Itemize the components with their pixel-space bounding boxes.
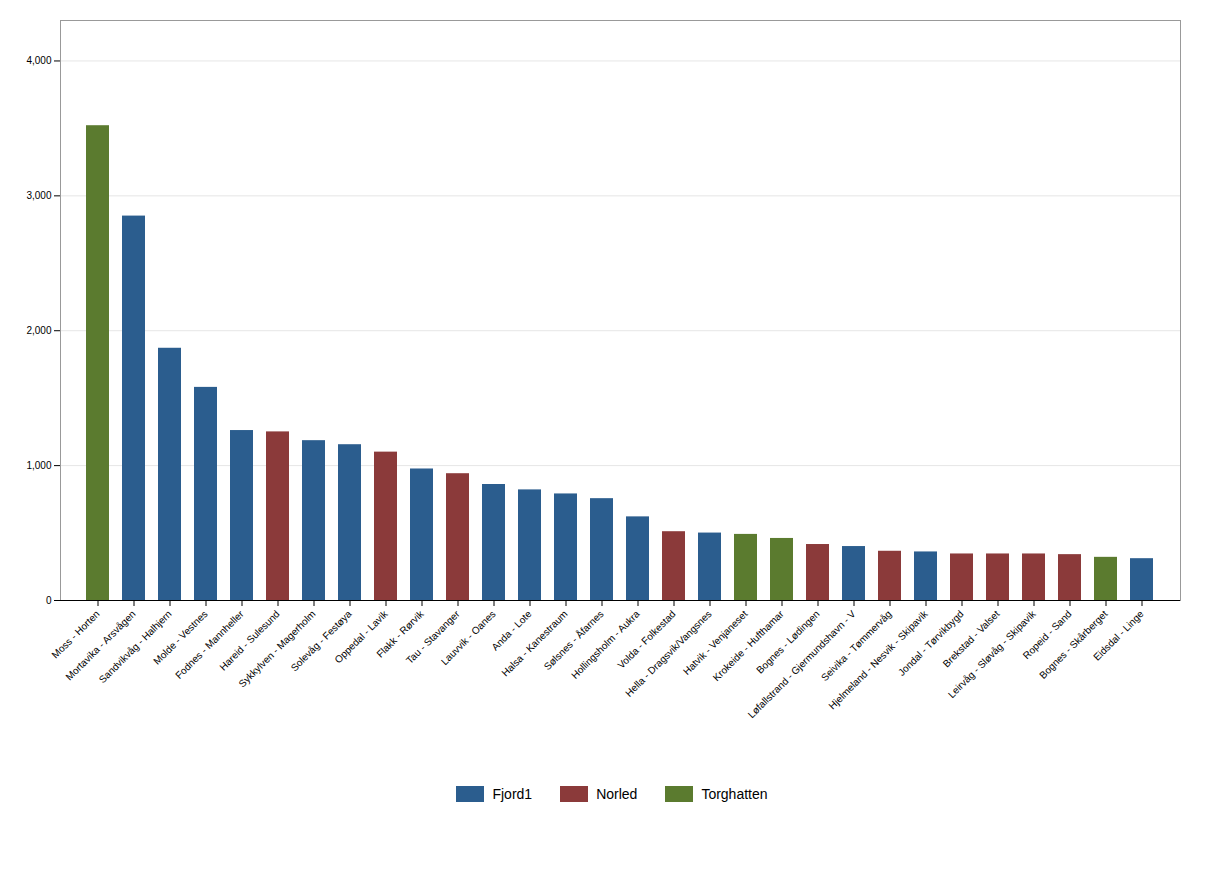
html-text:Fjord1: Fjord1: [492, 786, 533, 802]
svg-text:Anda - Lote: Anda - Lote: [489, 608, 534, 653]
svg-text:3,000: 3,000: [26, 190, 51, 201]
svg-text:Hjelmeland - Nesvik - Skipavik: Hjelmeland - Nesvik - Skipavik: [826, 608, 930, 712]
svg-text:Mortavika - Arsvågen: Mortavika - Arsvågen: [63, 608, 137, 682]
svg-text:Eidsdal - Linge: Eidsdal - Linge: [1091, 608, 1146, 663]
svg-text:Moss - Horten: Moss - Horten: [49, 608, 102, 661]
svg-text:Sølsnes - Åfarnes: Sølsnes - Åfarnes: [541, 608, 606, 673]
svg-text:Solevåg - Festøya: Solevåg - Festøya: [289, 608, 354, 673]
html-text:Torghatten: Torghatten: [701, 786, 768, 802]
svg-text:1,000: 1,000: [26, 460, 51, 471]
svg-text:Seivika - Tømmervåg: Seivika - Tømmervåg: [819, 608, 894, 683]
svg-text:Fodnes - Mannheller: Fodnes - Mannheller: [173, 608, 246, 681]
svg-text:Jondal - Tørvikbygd: Jondal - Tørvikbygd: [896, 608, 966, 678]
svg-text:2,000: 2,000: [26, 325, 51, 336]
svg-text:Molde - Vestnes: Molde - Vestnes: [151, 608, 210, 667]
svg-text:Hatvik - Venjaneset: Hatvik - Venjaneset: [681, 608, 750, 677]
svg-text:Ropeid - Sand: Ropeid - Sand: [1020, 608, 1074, 662]
svg-text:Halsa - Kanestraum: Halsa - Kanestraum: [499, 608, 569, 678]
svg-text:Krokeide - Hufthamar: Krokeide - Hufthamar: [711, 608, 786, 683]
svg-text:4,000: 4,000: [26, 55, 51, 66]
svg-text:Hella - Dragsvik/Vangsnes: Hella - Dragsvik/Vangsnes: [623, 608, 714, 699]
svg-text:Sandvikvåg - Halhjern: Sandvikvåg - Halhjern: [96, 608, 174, 686]
svg-text:Bognes - Skårberget: Bognes - Skårberget: [1037, 608, 1110, 681]
svg-text:Lauvvik - Oanes: Lauvvik - Oanes: [439, 608, 498, 667]
svg-text:Tau - Stavanger: Tau - Stavanger: [404, 608, 462, 666]
svg-text:Volda - Folkestad: Volda - Folkestad: [615, 608, 678, 671]
svg-text:Sykkylven - Magerholm: Sykkylven - Magerholm: [236, 608, 318, 690]
svg-text:Hareid - Sulesund: Hareid - Sulesund: [217, 608, 281, 672]
svg-text:Brekstad - Valset: Brekstad - Valset: [940, 608, 1002, 670]
svg-text:Bognes - Lødingen: Bognes - Lødingen: [754, 608, 822, 676]
svg-text:Løfallstrand - Gjermundshavn -: Løfallstrand - Gjermundshavn - V: [745, 608, 858, 721]
svg-text:Leirvåg - Sløvåg - Skipavik: Leirvåg - Sløvåg - Skipavik: [945, 608, 1038, 701]
html-text:Norled: Norled: [596, 786, 638, 802]
svg-text:Flakk - Rørvik: Flakk - Rørvik: [374, 608, 426, 660]
svg-text:Oppedal - Lavik: Oppedal - Lavik: [332, 608, 390, 666]
svg-text:0: 0: [46, 595, 52, 606]
svg-text:Hollingsholm - Aukra: Hollingsholm - Aukra: [569, 608, 642, 681]
